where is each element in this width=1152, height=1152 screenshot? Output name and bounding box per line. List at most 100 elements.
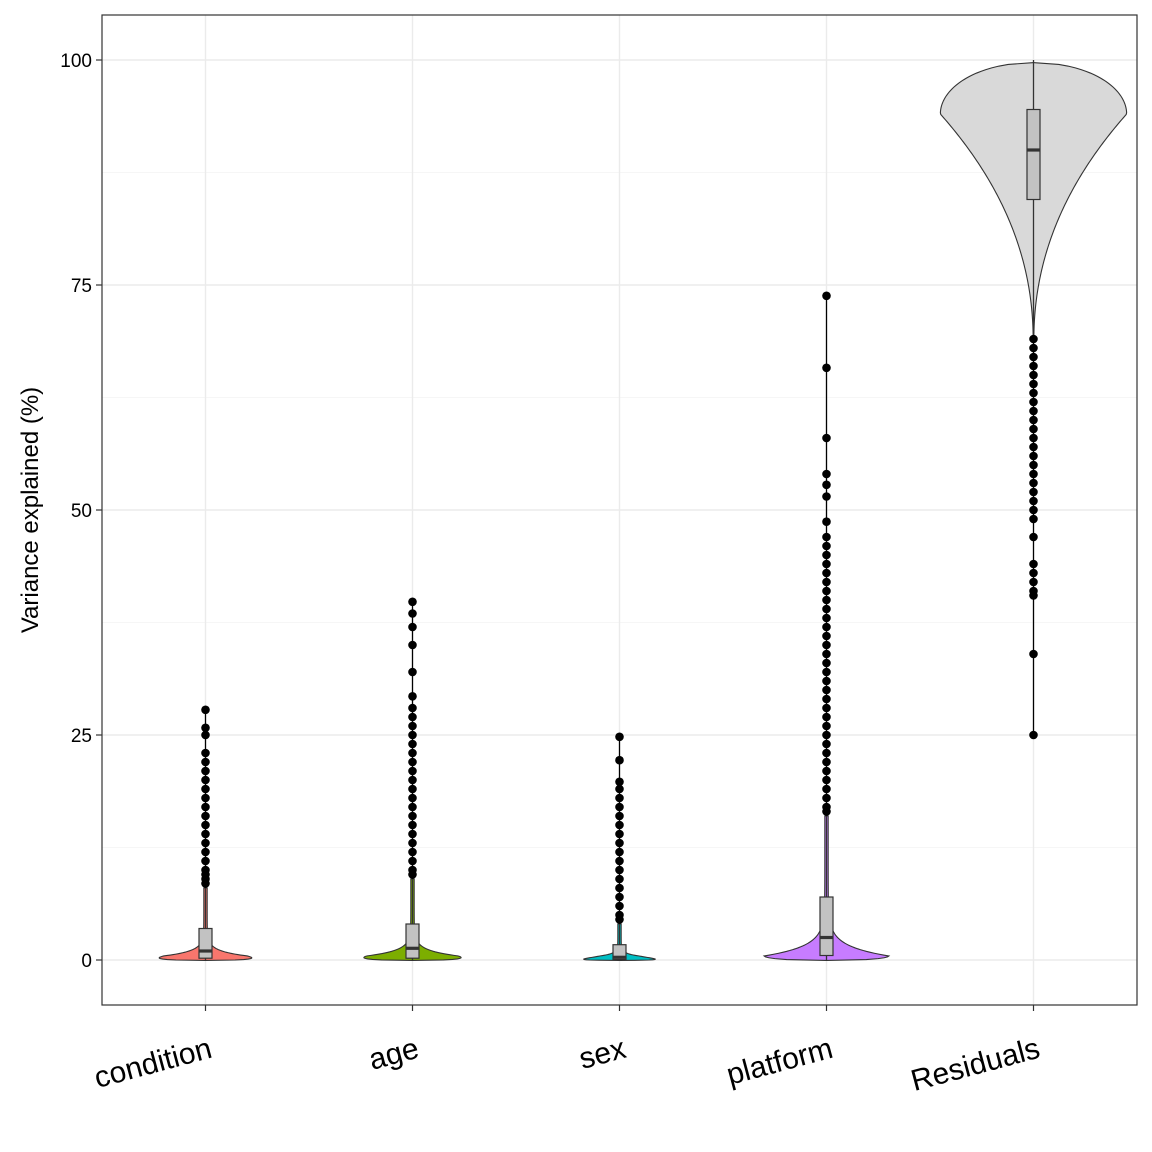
outlier-point-platform [822,748,831,758]
outlier-point-age [408,865,417,875]
outlier-point-sex [615,784,624,794]
y-tick-label: 100 [60,51,92,72]
y-tick-label: 0 [81,951,92,972]
outlier-point-age [408,622,417,632]
outlier-point-residuals [1029,370,1038,380]
boxplots [198,60,1041,961]
outlier-point-sex [615,811,624,821]
outlier-point-age [408,703,417,713]
outlier-point-residuals [1029,559,1038,569]
outlier-point-residuals [1029,478,1038,488]
outlier-point-residuals [1029,397,1038,407]
outlier-point-age [408,775,417,785]
outlier-point-residuals [1029,379,1038,389]
outlier-point-platform [822,586,831,596]
outlier-point-platform [822,541,831,551]
outlier-point-platform [822,694,831,704]
outlier-point-residuals [1029,577,1038,587]
outlier-point-residuals [1029,334,1038,344]
outlier-point-platform [822,676,831,686]
outlier-point-sex [615,777,624,787]
outlier-point-sex [615,901,624,911]
outlier-point-sex [615,892,624,902]
outlier-point-age [408,730,417,740]
y-axis-title: Variance explained (%) [17,387,44,633]
outlier-point-age [408,640,417,650]
outlier-point-residuals [1029,442,1038,452]
outlier-point-sex [615,910,624,920]
outlier-point-residuals [1029,532,1038,542]
outlier-point-condition [201,748,210,758]
outlier-point-platform [822,721,831,731]
outlier-point-residuals [1029,469,1038,479]
outlier-point-age [408,748,417,758]
outlier-point-condition [201,705,210,715]
outlier-point-sex [615,874,624,884]
outlier-point-age [408,667,417,677]
outlier-point-condition [201,766,210,776]
outlier-point-platform [822,730,831,740]
outlier-point-platform [822,703,831,713]
outlier-point-age [408,847,417,857]
outlier-point-condition [201,802,210,812]
outlier-point-residuals [1029,649,1038,659]
outlier-point-residuals [1029,343,1038,353]
outlier-point-age [408,820,417,830]
outlier-point-age [408,721,417,731]
outlier-point-residuals [1029,406,1038,416]
outlier-point-platform [822,595,831,605]
outlier-point-residuals [1029,451,1038,461]
outlier-point-sex [615,829,624,839]
outlier-point-condition [201,847,210,857]
outlier-point-sex [615,847,624,857]
outlier-point-platform [822,532,831,542]
outlier-point-platform [822,363,831,373]
outlier-point-residuals [1029,487,1038,497]
outlier-point-age [408,712,417,722]
outlier-point-platform [822,667,831,677]
outlier-point-condition [201,775,210,785]
outlier-point-platform [822,622,831,632]
outlier-point-age [408,597,417,607]
outlier-point-platform [822,469,831,479]
outlier-point-platform [822,631,831,641]
outlier-point-age [408,811,417,821]
outlier-point-sex [615,820,624,830]
outlier-point-platform [822,649,831,659]
outlier-point-age [408,609,417,618]
outlier-point-residuals [1029,352,1038,362]
outlier-point-residuals [1029,496,1038,506]
outlier-point-platform [822,604,831,614]
y-tick-label: 25 [71,726,92,747]
outlier-point-age [408,838,417,848]
outlier-point-condition [201,865,210,875]
outlier-point-condition [201,793,210,803]
outlier-point-residuals [1029,514,1038,524]
outlier-point-platform [822,712,831,722]
outlier-point-residuals [1029,460,1038,470]
outlier-point-platform [822,685,831,695]
outlier-point-platform [822,757,831,767]
outlier-point-platform [822,480,831,490]
outlier-point-residuals [1029,433,1038,443]
outlier-point-sex [615,883,624,893]
outlier-point-residuals [1029,730,1038,740]
box-age [405,923,420,959]
outlier-point-platform [822,433,831,443]
outlier-point-age [408,829,417,839]
y-axis: 0 25 50 75 100 [60,51,102,972]
y-tick-label: 50 [71,501,92,522]
outlier-point-condition [201,757,210,767]
box-condition [198,927,213,959]
outlier-point-platform [822,802,831,812]
outlier-point-condition [201,811,210,821]
outlier-points [201,291,1038,924]
outlier-point-age [408,757,417,767]
outlier-point-sex [615,793,624,803]
outlier-point-age [408,739,417,749]
outlier-point-age [408,766,417,776]
outlier-point-sex [615,865,624,875]
outlier-point-residuals [1029,415,1038,425]
outlier-point-platform [822,784,831,794]
